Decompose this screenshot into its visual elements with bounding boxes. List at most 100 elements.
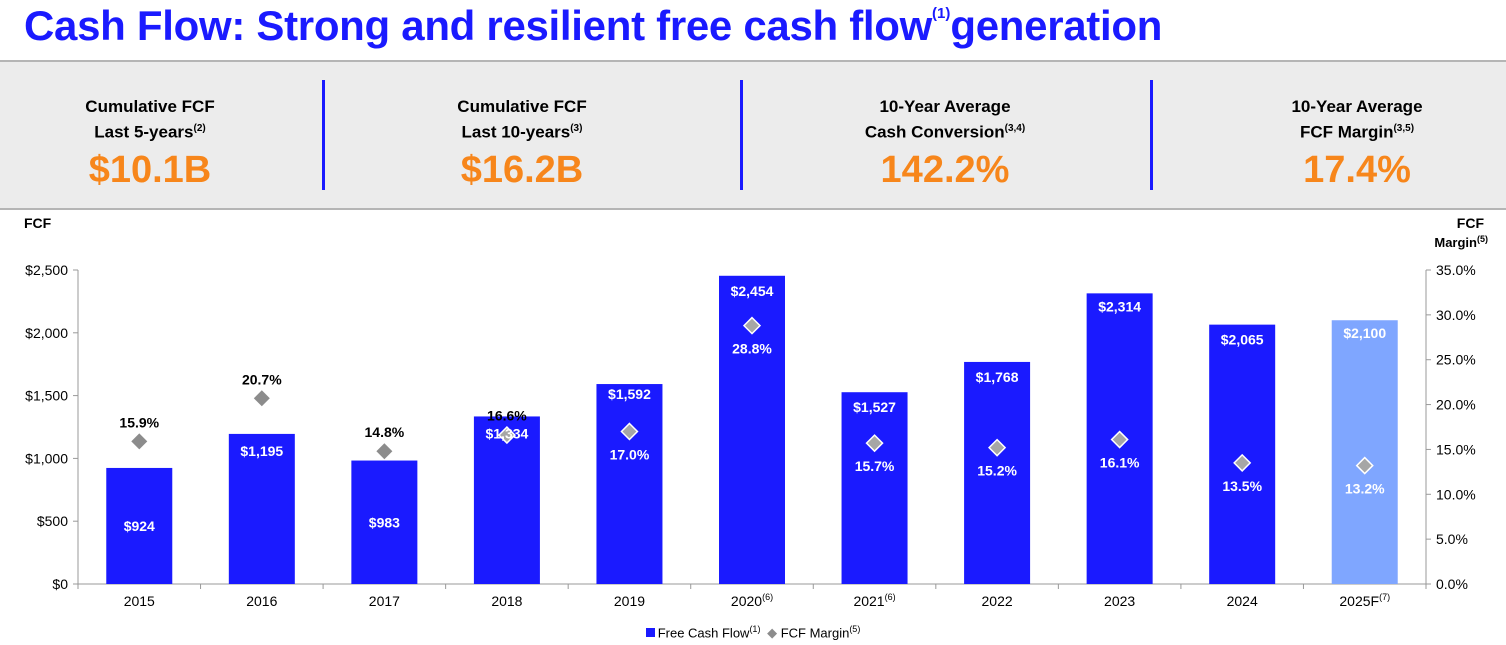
y2-tick-label: 5.0% [1436, 531, 1468, 547]
kpi-divider [1150, 80, 1153, 190]
title-main: Cash Flow: Strong and resilient free cas… [24, 2, 933, 49]
x-tick-footnote: (7) [1379, 592, 1390, 602]
x-tick-label: 2021(6) [853, 592, 895, 609]
fcf-margin-label: 15.9% [119, 414, 159, 430]
kpi-label: Cumulative FCF Last 5-years(2) [0, 96, 300, 144]
kpi-label-line1: Cumulative FCF [457, 97, 587, 116]
kpi-divider [322, 80, 325, 190]
chart-legend: Free Cash Flow(1) ◆ FCF Margin(5) [0, 624, 1506, 641]
fcf-bar [596, 384, 663, 584]
y2-axis-title-line2: Margin(5) [1434, 234, 1488, 250]
y-axis-title: FCF [24, 215, 52, 231]
fcf-margin-label: 16.1% [1100, 455, 1140, 471]
fcf-bar [1331, 320, 1398, 584]
y2-axis-title: FCF [1457, 215, 1485, 231]
fcf-bar-value-label: $1,592 [608, 386, 651, 402]
x-tick-label: 2018 [491, 593, 522, 609]
fcf-bar-value-label: $1,195 [240, 443, 283, 459]
x-tick-label: 2024 [1227, 593, 1258, 609]
fcf-bar [351, 460, 418, 584]
fcf-margin-marker [988, 438, 1007, 457]
fcf-margin-marker [865, 434, 884, 453]
kpi-footnote: (3,4) [1004, 123, 1026, 134]
kpi-divider [740, 80, 743, 190]
fcf-bar [841, 392, 908, 584]
fcf-margin-marker [253, 390, 270, 407]
fcf-bar [106, 467, 173, 584]
y2-axis-footnote: (5) [1477, 234, 1488, 244]
kpi-label: 10-Year Average Cash Conversion(3,4) [795, 96, 1095, 144]
fcf-bar [473, 416, 540, 584]
x-tick-label: 2017 [369, 593, 400, 609]
fcf-margin-marker [1110, 430, 1129, 449]
fcf-margin-marker [620, 422, 639, 441]
legend-fcf-footnote: (1) [749, 624, 761, 634]
fcf-margin-label: 16.6% [487, 407, 527, 423]
title-end: generation [950, 2, 1163, 49]
legend-margin-footnote: (5) [849, 624, 861, 634]
x-tick-footnote: (6) [885, 592, 896, 602]
kpi-value: $16.2B [460, 148, 584, 191]
fcf-bar [228, 433, 295, 584]
fcf-bar-value-label: $2,314 [1098, 298, 1141, 314]
kpi-value: 142.2% [880, 148, 1010, 191]
kpi-label: Cumulative FCF Last 10-years(3) [372, 96, 672, 144]
legend-diamond-icon: ◆ [767, 625, 778, 641]
kpi-footnote: (3,5) [1393, 123, 1415, 134]
x-tick-footnote: (6) [762, 592, 773, 602]
fcf-bar-value-label: $1,527 [853, 399, 896, 415]
kpi-cash-conversion: 10-Year Average Cash Conversion(3,4) 142… [795, 96, 1095, 193]
y-tick-label: $2,000 [25, 325, 68, 341]
fcf-margin-marker [1233, 453, 1252, 472]
fcf-margin-marker [131, 433, 148, 450]
legend-margin-label: FCF Margin [780, 625, 850, 641]
kpi-label-line1: Cumulative FCF [85, 97, 215, 116]
title-footnote: (1) [932, 5, 951, 22]
x-tick-label: 2016 [246, 593, 277, 609]
kpi-value: $10.1B [88, 148, 212, 191]
fcf-bar-value-label: $983 [369, 514, 400, 530]
fcf-margin-label: 15.7% [855, 458, 895, 474]
x-tick-label: 2025F(7) [1339, 592, 1390, 609]
y-tick-label: $0 [52, 576, 68, 592]
y-tick-label: $2,500 [25, 262, 68, 278]
fcf-bar-value-label: $2,065 [1221, 332, 1264, 348]
x-tick-label: 2023 [1104, 593, 1135, 609]
fcf-margin-label: 14.8% [365, 424, 405, 440]
kpi-label-line2: Last 5-years [94, 122, 194, 142]
kpi-label-line1: 10-Year Average [1291, 97, 1423, 116]
fcf-bar-value-label: $924 [124, 518, 155, 534]
legend-bar-swatch [645, 628, 655, 638]
kpi-label-line2: Cash Conversion [864, 122, 1005, 142]
fcf-bar [964, 361, 1031, 584]
kpi-fcf-margin: 10-Year Average FCF Margin(3,5) 17.4% [1207, 96, 1506, 193]
y-tick-label: $1,000 [25, 450, 68, 466]
y2-tick-label: 15.0% [1436, 441, 1476, 457]
fcf-margin-marker [742, 316, 762, 335]
kpi-cumulative-fcf-5yr: Cumulative FCF Last 5-years(2) $10.1B [0, 96, 300, 193]
page-title: Cash Flow: Strong and resilient free cas… [24, 2, 1162, 50]
kpi-label-line1: 10-Year Average [879, 97, 1011, 116]
fcf-margin-label: 13.2% [1345, 481, 1385, 497]
x-tick-label: 2020(6) [731, 592, 773, 609]
fcf-margin-marker [497, 426, 516, 445]
fcf-margin-label: 28.8% [732, 341, 772, 357]
fcf-margin-label: 17.0% [610, 446, 650, 462]
kpi-band: Cumulative FCF Last 5-years(2) $10.1B Cu… [0, 60, 1506, 210]
x-tick-label: 2022 [982, 593, 1013, 609]
y2-tick-label: 25.0% [1436, 352, 1476, 368]
fcf-margin-label: 20.7% [242, 371, 282, 387]
y2-tick-label: 30.0% [1436, 307, 1476, 323]
y2-tick-label: 20.0% [1436, 397, 1476, 413]
kpi-label: 10-Year Average FCF Margin(3,5) [1207, 96, 1506, 144]
fcf-bar-value-label: $1,768 [976, 369, 1019, 385]
y-tick-label: $500 [37, 513, 68, 529]
fcf-bar-value-label: $1,334 [485, 425, 528, 441]
fcf-margin-label: 13.5% [1222, 478, 1262, 494]
fcf-bar-value-label: $2,454 [731, 283, 774, 299]
kpi-footnote: (3) [570, 123, 583, 134]
fcf-margin-marker [376, 443, 393, 460]
kpi-cumulative-fcf-10yr: Cumulative FCF Last 10-years(3) $16.2B [372, 96, 672, 193]
kpi-footnote: (2) [193, 123, 206, 134]
kpi-label-line2: Last 10-years [461, 122, 571, 142]
